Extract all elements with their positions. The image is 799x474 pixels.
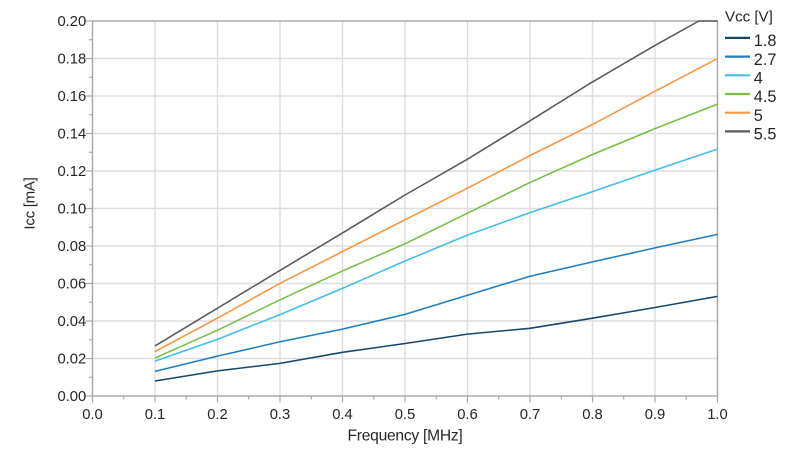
svg-text:0.0: 0.0 bbox=[82, 407, 103, 423]
svg-text:4.5: 4.5 bbox=[754, 88, 777, 106]
svg-text:0.10: 0.10 bbox=[57, 202, 86, 218]
svg-text:1.0: 1.0 bbox=[707, 407, 728, 423]
svg-text:Frequency [MHz]: Frequency [MHz] bbox=[348, 428, 463, 445]
svg-text:0.1: 0.1 bbox=[145, 407, 166, 423]
svg-text:Vcc [V]: Vcc [V] bbox=[725, 9, 773, 26]
svg-text:0.8: 0.8 bbox=[582, 407, 603, 423]
svg-text:0.12: 0.12 bbox=[57, 164, 86, 180]
svg-text:0.6: 0.6 bbox=[457, 407, 478, 423]
svg-text:0.4: 0.4 bbox=[332, 407, 353, 423]
svg-text:0.08: 0.08 bbox=[57, 239, 86, 255]
svg-text:0.20: 0.20 bbox=[57, 14, 86, 30]
svg-text:0.7: 0.7 bbox=[520, 407, 541, 423]
svg-text:Icc [mA]: Icc [mA] bbox=[22, 177, 39, 229]
svg-text:0.9: 0.9 bbox=[645, 407, 666, 423]
svg-text:0.2: 0.2 bbox=[207, 407, 228, 423]
svg-text:0.00: 0.00 bbox=[57, 389, 86, 405]
svg-text:0.18: 0.18 bbox=[57, 52, 86, 68]
svg-text:0.5: 0.5 bbox=[395, 407, 416, 423]
svg-text:0.06: 0.06 bbox=[57, 277, 86, 293]
svg-text:0.04: 0.04 bbox=[57, 314, 86, 330]
svg-text:1.8: 1.8 bbox=[754, 32, 777, 50]
svg-text:0.16: 0.16 bbox=[57, 89, 86, 105]
svg-text:5.5: 5.5 bbox=[754, 126, 777, 144]
svg-text:0.02: 0.02 bbox=[57, 352, 86, 368]
svg-text:5: 5 bbox=[754, 107, 763, 125]
svg-text:0.3: 0.3 bbox=[270, 407, 291, 423]
svg-text:4: 4 bbox=[754, 70, 763, 88]
svg-text:0.14: 0.14 bbox=[57, 127, 86, 143]
svg-text:2.7: 2.7 bbox=[754, 51, 777, 69]
